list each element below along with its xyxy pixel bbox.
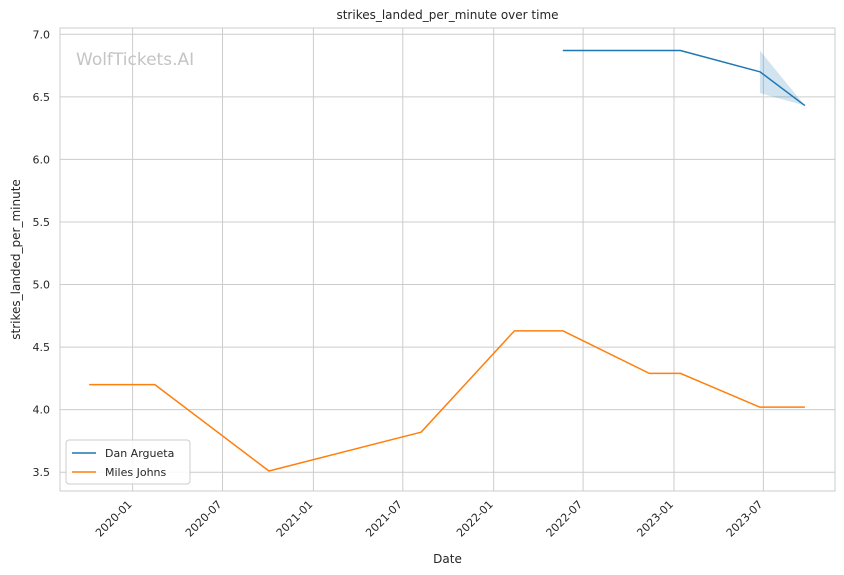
x-tick-labels: 2020-01 2020-07 2021-01 2021-07 2022-01 2022-…	[93, 498, 765, 540]
x-tick-label: 2023-07	[724, 498, 766, 540]
x-tick-label: 2020-07	[183, 498, 225, 540]
series-line-miles-johns	[89, 330, 805, 472]
series-lines	[89, 49, 806, 472]
legend-label-miles-johns: Miles Johns	[105, 466, 167, 479]
x-tick-label: 2021-07	[363, 498, 405, 540]
x-tick-label: 2022-07	[544, 498, 586, 540]
gridlines	[60, 28, 835, 491]
y-tick-label: 6.5	[33, 91, 51, 104]
legend-box	[65, 439, 191, 485]
y-tick-labels: 3.5 4.0 4.5 5.0 5.5 6.0 6.5 7.0	[33, 28, 51, 479]
series-line-dan-argueta	[562, 49, 806, 107]
y-tick-label: 4.5	[33, 341, 51, 354]
plot-background	[60, 28, 835, 491]
confidence-band-dan-argueta	[759, 50, 805, 106]
x-tick-label: 2023-01	[634, 498, 676, 540]
x-tick-label: 2021-01	[274, 498, 316, 540]
y-tick-label: 5.0	[33, 279, 51, 292]
y-tick-label: 4.0	[33, 404, 51, 417]
chart-title: strikes_landed_per_minute over time	[336, 8, 558, 22]
y-tick-label: 3.5	[33, 466, 51, 479]
x-tick-label: 2022-01	[454, 498, 496, 540]
y-tick-label: 7.0	[33, 28, 51, 41]
x-tick-label: 2020-01	[93, 498, 135, 540]
legend: Dan Argueta Miles Johns	[65, 439, 191, 485]
y-axis-title: strikes_landed_per_minute	[9, 179, 23, 340]
legend-label-dan-argueta: Dan Argueta	[105, 447, 174, 460]
confidence-bands	[759, 50, 805, 106]
y-tick-label: 6.0	[33, 153, 51, 166]
plot-frame	[59, 27, 836, 492]
y-tick-label: 5.5	[33, 216, 51, 229]
x-axis-title: Date	[433, 552, 462, 566]
watermark: WolfTickets.AI	[76, 50, 194, 70]
